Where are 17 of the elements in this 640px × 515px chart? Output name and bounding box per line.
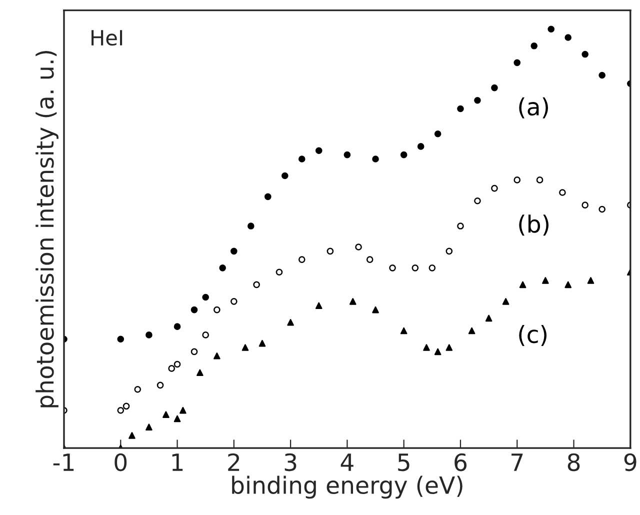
x-tick-label: 7 — [512, 454, 523, 471]
x-tick-label: 5 — [398, 454, 410, 472]
annotation: HeI — [92, 30, 122, 46]
x-axis-title: binding energy (eV) — [232, 476, 462, 499]
x-tick-label: 0 — [114, 453, 127, 472]
series-label: (b) — [519, 214, 548, 236]
series-label: (a) — [519, 97, 548, 118]
x-tick-label: 3 — [284, 453, 296, 472]
x-tick-label: 2 — [228, 453, 240, 471]
x-tick-label: 1 — [172, 454, 183, 471]
x-tick-label: 8 — [568, 453, 580, 472]
y-axis-title: photoemission intensity (a. u.) — [36, 50, 58, 408]
series-label: (c) — [519, 324, 546, 346]
x-tick-label: 4 — [340, 454, 354, 471]
x-tick-label: 6 — [454, 453, 467, 472]
x-tick-label: 9 — [624, 453, 636, 472]
x-tick-label: -1 — [53, 454, 74, 471]
